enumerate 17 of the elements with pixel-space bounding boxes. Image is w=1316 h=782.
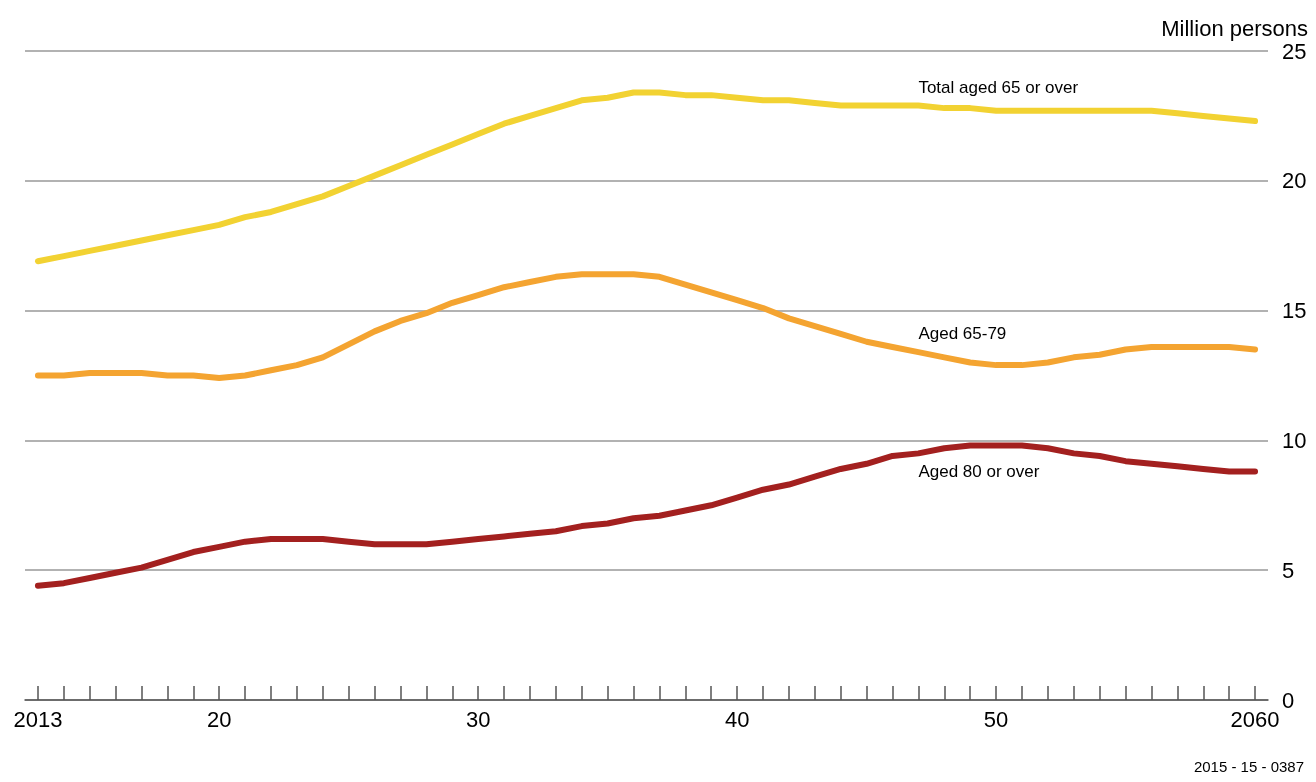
x-tick-label: 40 <box>724 706 750 732</box>
series-label: Total aged 65 or over <box>918 77 1079 97</box>
series-label: Aged 80 or over <box>918 462 1040 482</box>
x-tick-label: 20 <box>206 706 232 732</box>
y-tick-label: 20 <box>1282 168 1307 194</box>
x-tick-label: 30 <box>465 706 491 732</box>
y-axis-title: Million persons <box>1161 15 1308 41</box>
y-tick-label: 0 <box>1282 687 1295 713</box>
y-tick-label: 5 <box>1282 557 1295 583</box>
x-tick-label: 2013 <box>13 706 63 732</box>
y-tick-label: 15 <box>1282 298 1307 324</box>
y-tick-label: 10 <box>1282 427 1307 453</box>
x-tick-label: 2060 <box>1230 706 1280 732</box>
x-tick-label: 50 <box>983 706 1009 732</box>
y-tick-label: 25 <box>1282 38 1307 64</box>
text: 2015 - 15 - 0387 <box>1193 758 1305 775</box>
series-label: Aged 65-79 <box>918 324 1007 344</box>
